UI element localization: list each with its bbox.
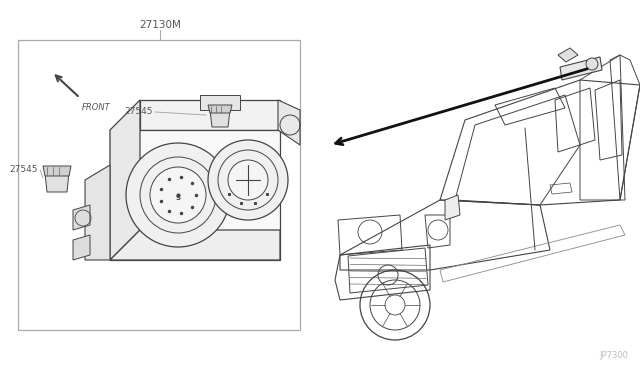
Polygon shape [560, 57, 602, 80]
Text: S: S [175, 195, 180, 201]
Polygon shape [110, 100, 140, 260]
Circle shape [208, 140, 288, 220]
Polygon shape [85, 165, 110, 260]
Polygon shape [210, 110, 230, 127]
Polygon shape [445, 195, 460, 220]
Polygon shape [110, 130, 280, 260]
Text: 27545: 27545 [125, 108, 153, 116]
Polygon shape [45, 173, 69, 192]
Polygon shape [140, 100, 280, 130]
Polygon shape [208, 105, 232, 113]
Text: FRONT: FRONT [82, 103, 111, 112]
Polygon shape [73, 205, 90, 230]
Text: 27130M: 27130M [139, 20, 181, 30]
Text: JP7300: JP7300 [599, 351, 628, 360]
Circle shape [228, 160, 268, 200]
Polygon shape [110, 230, 280, 260]
Polygon shape [278, 100, 300, 145]
Circle shape [586, 58, 598, 70]
Polygon shape [558, 48, 578, 62]
Circle shape [150, 167, 206, 223]
Polygon shape [43, 166, 71, 176]
Polygon shape [73, 235, 90, 260]
Circle shape [126, 143, 230, 247]
Polygon shape [200, 95, 240, 110]
Text: 27545: 27545 [10, 166, 38, 174]
